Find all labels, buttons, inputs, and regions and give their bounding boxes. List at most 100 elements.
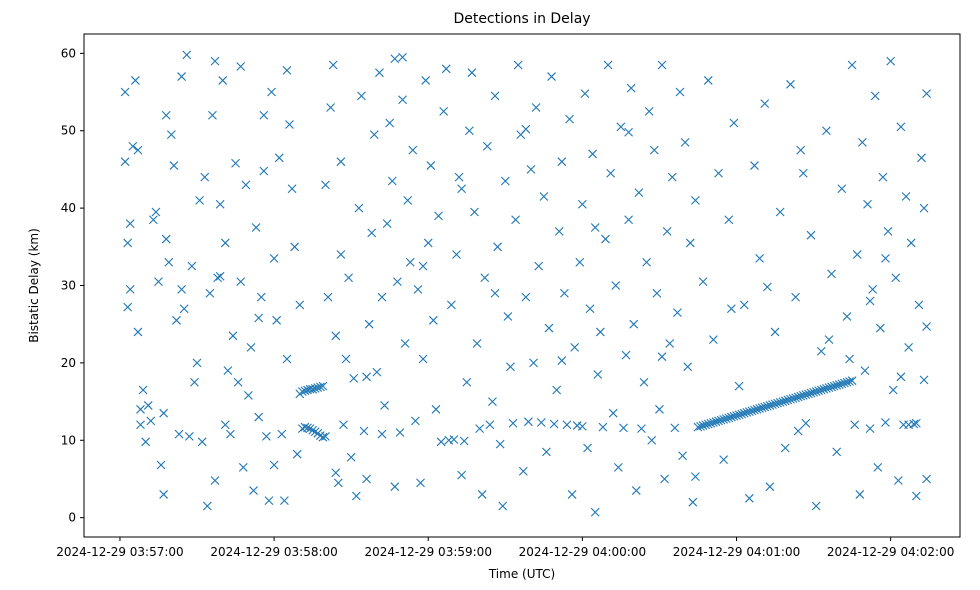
data-point-marker [775,397,785,407]
data-point-marker [621,350,631,360]
data-point-marker [434,211,443,221]
data-point-marker [657,60,667,70]
data-point-marker [788,394,798,403]
data-point-marker [911,491,921,501]
data-point-marker [136,420,145,430]
data-point-marker [691,195,700,205]
data-point-marker [796,145,806,155]
data-point-marker [477,490,487,499]
data-point-marker [464,126,474,136]
data-point-marker [667,172,677,182]
data-point-marker [305,424,315,434]
data-point-marker [842,312,852,321]
data-point-marker [544,323,554,333]
data-point-marker [341,354,351,364]
data-point-marker [698,277,708,287]
data-point-marker [714,416,723,426]
data-point-marker [195,195,204,205]
data-point-marker [847,60,857,70]
data-point-marker [498,501,508,511]
data-point-marker [683,362,693,372]
data-point-marker [390,482,400,492]
data-point-marker [439,106,449,116]
data-point-marker [202,501,212,511]
data-point-marker [490,288,500,298]
data-point-marker [757,403,767,413]
data-point-marker [387,176,397,186]
data-point-marker [500,176,510,186]
data-point-marker [791,393,800,403]
data-point-marker [852,250,862,259]
data-point-marker [259,166,269,176]
data-point-marker [184,432,194,441]
data-point-marker [703,419,713,429]
data-point-marker [382,219,392,228]
data-point-marker [780,396,790,406]
data-point-marker [125,284,135,294]
data-point-marker [511,215,520,225]
data-point-marker [128,141,138,151]
data-point-marker [693,422,703,432]
data-point-marker [441,64,451,74]
data-point-marker [649,145,659,155]
data-point-marker [919,203,929,213]
data-point-marker [336,250,346,259]
data-point-marker [590,507,600,517]
data-point-marker [721,414,731,423]
data-point-marker [182,50,192,60]
data-point-marker [611,281,621,290]
data-point-marker [775,207,785,217]
data-point-marker [488,397,497,406]
data-point-marker [595,327,605,337]
data-point-marker [562,420,572,430]
data-point-marker [729,118,739,128]
x-tick-label: 2024-12-29 03:59:00 [365,545,492,559]
data-point-marker [886,56,896,66]
data-point-marker [362,474,371,484]
data-point-marker [673,308,682,317]
data-point-marker [557,157,567,167]
data-point-marker [896,122,906,132]
y-tick-label: 20 [61,356,76,370]
data-point-marker [213,273,222,283]
data-point-marker [416,478,425,488]
data-point-marker [169,161,179,170]
data-point-marker [554,226,564,236]
data-point-marker [590,223,600,232]
data-point-marker [539,192,549,201]
data-point-marker [192,358,202,368]
data-point-marker [315,382,325,392]
data-point-marker [798,168,808,178]
data-point-marker [827,382,836,392]
x-tick-label: 2024-12-29 03:57:00 [56,545,183,559]
data-point-marker [282,354,292,364]
data-point-marker [377,429,387,439]
data-point-marker [390,54,400,64]
data-point-marker [865,296,875,306]
data-point-marker [164,257,174,267]
data-point-marker [750,405,759,415]
data-point-marker [559,288,569,298]
data-point-marker [331,468,341,478]
data-point-marker [729,411,739,421]
data-point-marker [254,412,264,422]
data-point-marker [896,372,906,382]
data-point-marker [218,76,228,85]
data-point-marker [755,254,765,263]
data-point-marker [567,490,577,499]
data-point-marker [868,284,878,294]
data-point-marker [125,219,135,228]
data-point-marker [508,418,518,428]
data-point-marker [701,420,711,430]
data-point-marker [357,91,366,101]
data-point-marker [269,460,279,470]
data-point-marker [703,76,713,85]
data-point-marker [151,207,161,217]
data-point-marker [364,319,374,329]
data-point-marker [297,387,307,396]
data-point-marker [922,322,931,331]
data-point-marker [719,414,729,424]
data-point-marker [814,386,824,396]
data-point-marker [816,385,826,395]
data-point-marker [482,141,492,151]
